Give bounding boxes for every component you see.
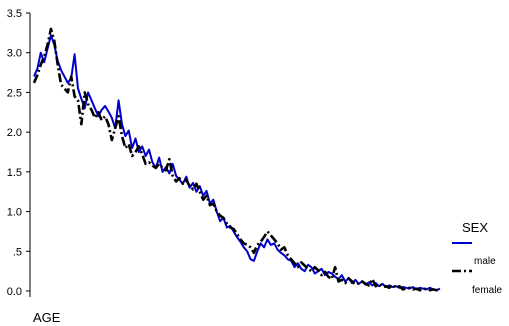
legend-title: SEX (462, 220, 488, 235)
x-axis-label: AGE (33, 310, 61, 325)
y-tick-label: 0.0 (7, 286, 22, 298)
y-tick-label: 2.0 (7, 127, 22, 139)
legend-entry-male: male (474, 256, 496, 267)
series-layer (32, 27, 441, 292)
y-tick-label: .5 (13, 246, 22, 258)
y-tick-label: 3.0 (7, 48, 22, 60)
y-tick-label: 3.5 (7, 8, 22, 20)
legend: SEX male female (452, 220, 502, 296)
y-axis-ticks: 0.0 .5 1.0 1.5 2.0 2.5 3.0 3.5 (7, 8, 30, 298)
series-line-female (32, 27, 441, 292)
y-tick-label: 2.5 (7, 87, 22, 99)
y-tick-label: 1.5 (7, 167, 22, 179)
series-line-male (33, 34, 441, 292)
legend-entry-female: female (472, 285, 502, 296)
y-tick-label: 1.0 (7, 207, 22, 219)
